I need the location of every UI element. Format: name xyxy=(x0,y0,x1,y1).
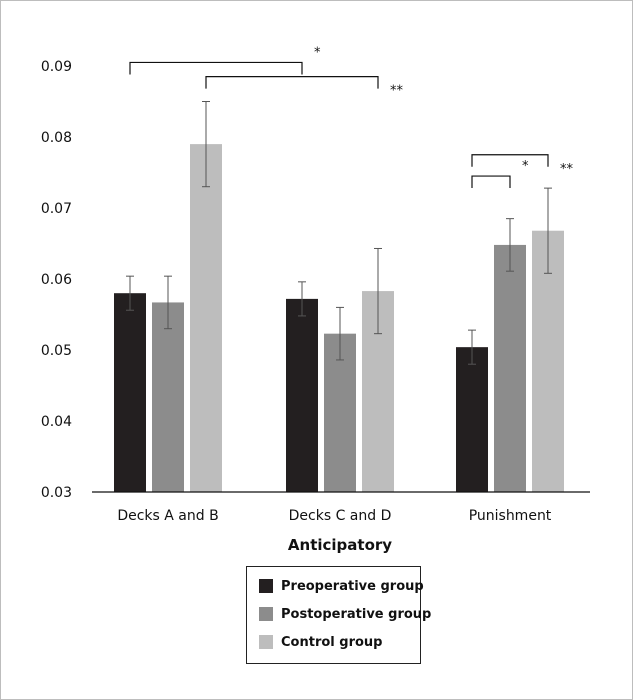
bar xyxy=(494,244,526,492)
significance-bracket xyxy=(205,76,379,89)
x-tick-label: Decks A and B xyxy=(117,508,218,524)
error-bars xyxy=(126,101,552,365)
bars xyxy=(114,144,564,492)
significance-brackets: **** ** xyxy=(129,45,574,189)
x-tick-label: Decks C and D xyxy=(289,508,392,524)
legend-item-preoperative: Preoperative group xyxy=(259,577,424,595)
legend-item-control: Control group xyxy=(259,633,382,651)
legend-label-control: Control group xyxy=(281,634,383,650)
y-tick-label: 0.03 xyxy=(41,485,72,501)
legend-swatch-postoperative xyxy=(259,607,273,621)
x-axis-title: Anticipatory xyxy=(288,536,392,554)
bar xyxy=(152,302,184,492)
significance-label: * xyxy=(522,159,529,174)
significance-label: ** xyxy=(390,84,404,99)
bar xyxy=(456,347,488,492)
significance-bracket xyxy=(471,154,549,167)
significance-bracket xyxy=(471,175,511,189)
significance-label: ** xyxy=(560,162,574,177)
y-axis-ticks: 0.03 0.04 0.05 0.06 0.07 0.08 0.09 xyxy=(41,59,72,501)
legend-item-postoperative: Postoperative group xyxy=(259,605,431,623)
y-tick-label: 0.07 xyxy=(41,201,72,217)
bar xyxy=(532,230,564,492)
legend-label-preoperative: Preoperative group xyxy=(281,578,424,594)
bar xyxy=(286,298,318,492)
significance-label: * xyxy=(314,45,321,60)
legend-swatch-control xyxy=(259,635,273,649)
x-axis-category-labels: Decks A and B Decks C and D Punishment xyxy=(117,508,551,524)
y-tick-label: 0.08 xyxy=(41,130,72,146)
y-tick-label: 0.05 xyxy=(41,343,72,359)
legend-label-postoperative: Postoperative group xyxy=(281,606,432,622)
y-tick-label: 0.09 xyxy=(41,59,72,75)
significance-bracket xyxy=(129,61,303,75)
legend-swatch-preoperative xyxy=(259,579,273,593)
bar xyxy=(190,144,222,492)
y-tick-label: 0.04 xyxy=(41,414,72,430)
bar xyxy=(114,293,146,492)
x-tick-label: Punishment xyxy=(469,508,552,524)
legend: Preoperative group Postoperative group C… xyxy=(246,566,431,664)
y-tick-label: 0.06 xyxy=(41,272,72,288)
